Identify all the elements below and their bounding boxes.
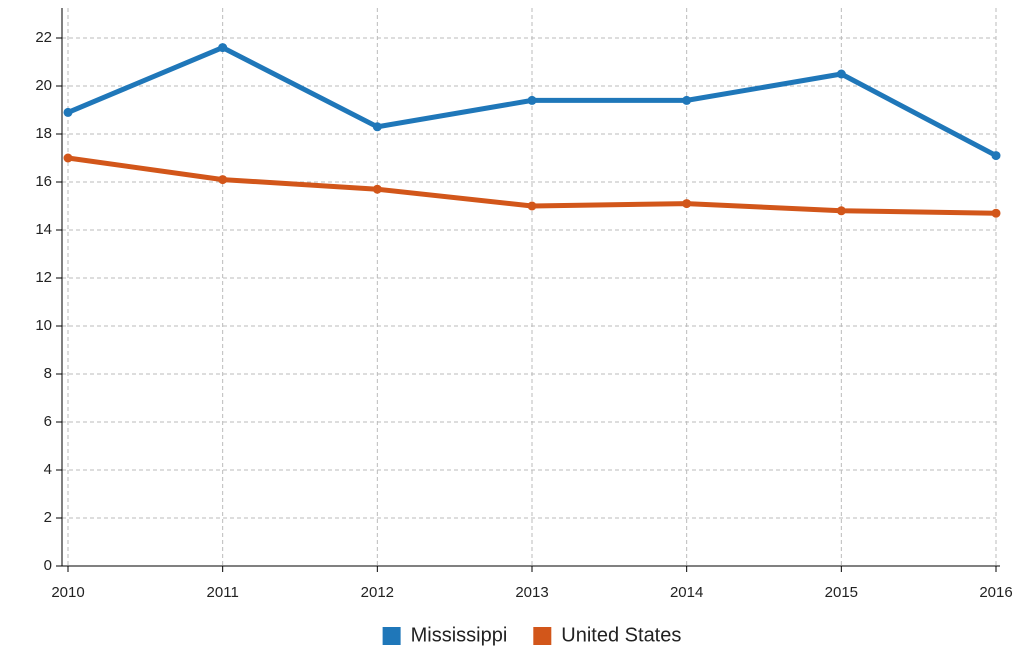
- data-point: [836, 69, 846, 79]
- y-tick-label: 8: [44, 365, 52, 382]
- y-tick-label: 18: [35, 125, 52, 142]
- x-tick-label: 2011: [207, 584, 239, 601]
- data-point: [63, 107, 73, 117]
- y-tick-label: 6: [44, 413, 52, 430]
- data-point: [527, 201, 537, 211]
- legend-label: Mississippi: [411, 624, 508, 646]
- data-point: [527, 95, 537, 105]
- x-tick-label: 2013: [515, 584, 548, 601]
- y-tick-label: 12: [35, 269, 52, 286]
- data-point: [218, 175, 228, 185]
- legend-swatch: [382, 627, 401, 645]
- data-point: [372, 122, 382, 132]
- y-tick-label: 20: [35, 77, 52, 94]
- y-tick-label: 4: [44, 461, 52, 478]
- data-point: [682, 199, 692, 209]
- data-point: [836, 206, 846, 216]
- legend-label: United States: [561, 624, 681, 646]
- data-point: [218, 43, 228, 53]
- y-tick-label: 10: [35, 317, 52, 334]
- y-tick-label: 2: [44, 509, 52, 526]
- y-tick-label: 0: [44, 557, 52, 574]
- y-tick-label: 22: [35, 29, 52, 46]
- x-tick-label: 2015: [825, 584, 858, 601]
- y-tick-label: 16: [35, 173, 52, 190]
- data-point: [991, 208, 1001, 218]
- x-tick-label: 2016: [979, 584, 1012, 601]
- x-tick-label: 2010: [51, 584, 84, 601]
- y-tick-label: 14: [35, 221, 52, 238]
- legend-swatch: [533, 627, 552, 645]
- data-point: [991, 151, 1001, 161]
- x-tick-label: 2014: [670, 584, 703, 601]
- data-point: [63, 153, 73, 163]
- x-tick-label: 2012: [361, 584, 394, 601]
- data-point: [682, 95, 692, 105]
- data-point: [372, 184, 382, 194]
